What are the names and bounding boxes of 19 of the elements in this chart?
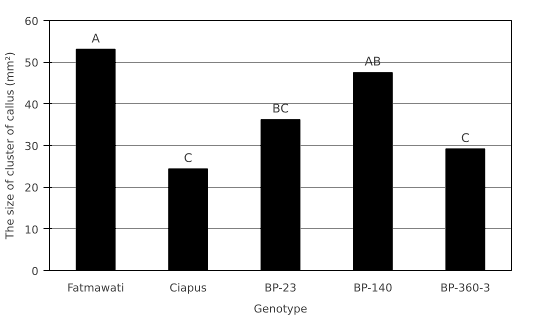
y-tick-label: 40 — [24, 98, 39, 112]
annotation: C — [184, 150, 192, 165]
y-tick-label: 30 — [24, 140, 39, 153]
annotation: AB — [364, 54, 382, 69]
y-tick-label: 60 — [24, 15, 39, 28]
annotation: BC — [272, 102, 289, 116]
x-tick-label: Fatmawati — [67, 282, 124, 294]
x-tick-label: Ciapus — [170, 282, 207, 294]
x-tick-label: BP-140 — [353, 282, 392, 294]
y-tick-label: 20 — [24, 182, 39, 195]
x-tick-label: BP-23 — [264, 282, 296, 294]
x-axis-title: Genotype — [254, 302, 308, 316]
y-tick-label: 10 — [24, 223, 39, 236]
y-tick-label: 50 — [24, 56, 39, 70]
y-tick-label: 0 — [32, 265, 38, 278]
annotation: A — [92, 31, 101, 46]
x-tick-label: BP-360-3 — [440, 282, 490, 294]
annotation: C — [461, 130, 470, 145]
y-axis-title: The size of cluster of callus (mm²) — [4, 52, 17, 240]
